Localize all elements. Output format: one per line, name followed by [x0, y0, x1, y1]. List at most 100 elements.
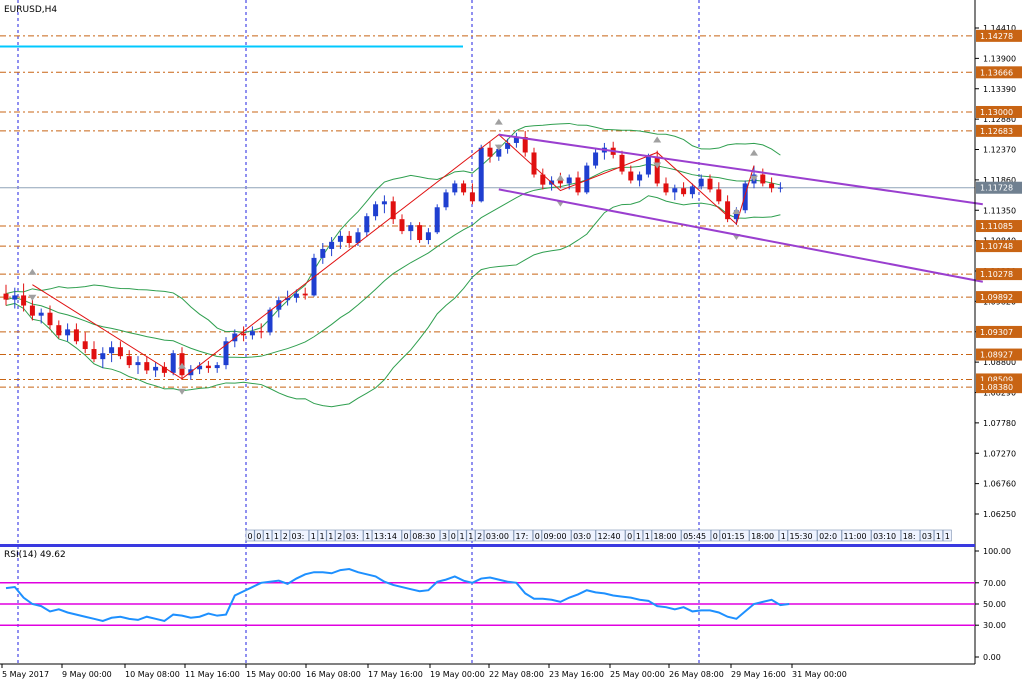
- fractal-down-marker: [494, 144, 503, 151]
- price-channel[interactable]: [498, 133, 983, 283]
- price-level-label: 1.08927: [980, 351, 1013, 360]
- bull-candle: [452, 183, 458, 193]
- current-price-badge: [976, 181, 1022, 194]
- session-label-box: [920, 529, 935, 542]
- session-label-box: [778, 529, 788, 542]
- session-label: 09:00: [544, 532, 567, 541]
- session-label-box: [749, 529, 779, 542]
- session-label: 03:0: [573, 532, 591, 541]
- session-label-box: [317, 529, 327, 542]
- bollinger-lower-band: [5, 195, 781, 408]
- time-tick-label: 26 May 08:00: [669, 670, 724, 679]
- fractal-down-marker: [28, 294, 37, 301]
- price-level-badge: [976, 66, 1022, 79]
- pane-divider[interactable]: [0, 544, 975, 547]
- session-label-box: [634, 529, 643, 542]
- bull-candle: [214, 365, 220, 369]
- rsi-tick-label: 100.00: [983, 547, 1011, 556]
- session-label: 2: [283, 532, 288, 541]
- bear-candle: [619, 154, 625, 172]
- bull-candle: [197, 365, 203, 370]
- bull-candle: [408, 225, 414, 232]
- session-label: 0: [627, 532, 632, 541]
- zigzag-lines[interactable]: [28, 118, 758, 395]
- price-level-badge: [976, 240, 1022, 253]
- price-level-badge: [976, 268, 1022, 281]
- price-tick-label: 1.07780: [983, 419, 1016, 428]
- channel-lower-line[interactable]: [498, 188, 983, 283]
- session-label: 0: [256, 532, 261, 541]
- bull-candle: [698, 178, 704, 187]
- bear-candle: [29, 305, 35, 316]
- session-label-box: [401, 529, 411, 542]
- bollinger-upper-band: [5, 122, 781, 334]
- fractal-up-marker: [750, 149, 758, 156]
- price-level-badge: [976, 29, 1022, 42]
- session-label: 11:00: [844, 532, 867, 541]
- price-pane[interactable]: 0 0 1 1 2 03: 1 1 1 2 03: 1 13:14 0 08:30 3 0 1 1 2 03:00 17:…: [0, 0, 983, 664]
- bear-candle: [487, 147, 493, 157]
- bull-candle: [443, 192, 449, 208]
- session-label-box: [372, 529, 402, 542]
- session-label: 2: [337, 532, 342, 541]
- bear-candle: [461, 183, 467, 193]
- session-label: 17:: [516, 532, 529, 541]
- bear-candle: [3, 293, 9, 300]
- session-label-box: [651, 529, 682, 542]
- rsi-pane[interactable]: [0, 567, 975, 626]
- bull-candle: [478, 147, 484, 202]
- bull-candle: [276, 300, 282, 310]
- session-label: 18:: [903, 532, 916, 541]
- session-label: 0: [535, 532, 540, 541]
- bull-candle: [584, 165, 590, 193]
- price-level-label: 1.14278: [980, 32, 1013, 41]
- bull-candle: [733, 210, 739, 220]
- horizontal-levels[interactable]: [0, 35, 975, 388]
- price-level-label: 1.13666: [980, 68, 1013, 77]
- bear-candle: [82, 341, 88, 350]
- bear-candle: [707, 178, 713, 190]
- session-label-box: [841, 529, 872, 542]
- session-label-strip: 0 0 1 1 2 03: 1 1 1 2 03: 1 13:14 0 08:30 3 0 1 1 2 03:00 17:…: [245, 529, 952, 542]
- bull-candle: [566, 177, 572, 184]
- bull-candle: [689, 186, 695, 195]
- price-tick-label: 1.07270: [983, 449, 1016, 458]
- session-label-box: [272, 529, 281, 542]
- bull-candle: [513, 136, 519, 143]
- bear-candle: [302, 293, 308, 296]
- session-label: 1: [468, 532, 473, 541]
- price-level-badge: [976, 381, 1022, 394]
- bull-candle: [170, 353, 176, 373]
- time-tick-label: 11 May 16:00: [185, 670, 240, 679]
- session-label: 03:00: [486, 532, 509, 541]
- time-axis: 5 May 2017 9 May 00:00 10 May 08:00 11 May …: [0, 663, 975, 679]
- session-label: 1: [781, 532, 786, 541]
- bear-candle: [161, 366, 167, 373]
- time-tick-label: 9 May 00:00: [62, 670, 112, 679]
- session-label: 15:30: [790, 532, 813, 541]
- session-label-box: [326, 529, 336, 542]
- bollinger-bands: [5, 122, 781, 408]
- session-label-box: [457, 529, 467, 542]
- session-label: 0: [404, 532, 409, 541]
- session-label-box: [513, 529, 533, 542]
- bear-candle: [654, 156, 660, 184]
- bull-candle: [593, 152, 599, 166]
- session-label: 1: [945, 532, 950, 541]
- zigzag-line[interactable]: [32, 133, 755, 380]
- session-label: 13:14: [374, 532, 397, 541]
- channel-upper-line[interactable]: [498, 133, 983, 206]
- bull-candle: [100, 353, 106, 360]
- session-label-box: [942, 529, 952, 542]
- time-tick-label: 31 May 00:00: [792, 670, 847, 679]
- session-label-box: [719, 529, 750, 542]
- bear-candle: [91, 349, 97, 360]
- session-label-box: [263, 529, 273, 542]
- current-price-label: 1.11728: [980, 184, 1013, 193]
- session-label: 0: [451, 532, 456, 541]
- session-label-box: [410, 529, 441, 542]
- bear-candle: [205, 365, 211, 369]
- session-label: 3: [442, 532, 447, 541]
- session-label-box: [280, 529, 290, 542]
